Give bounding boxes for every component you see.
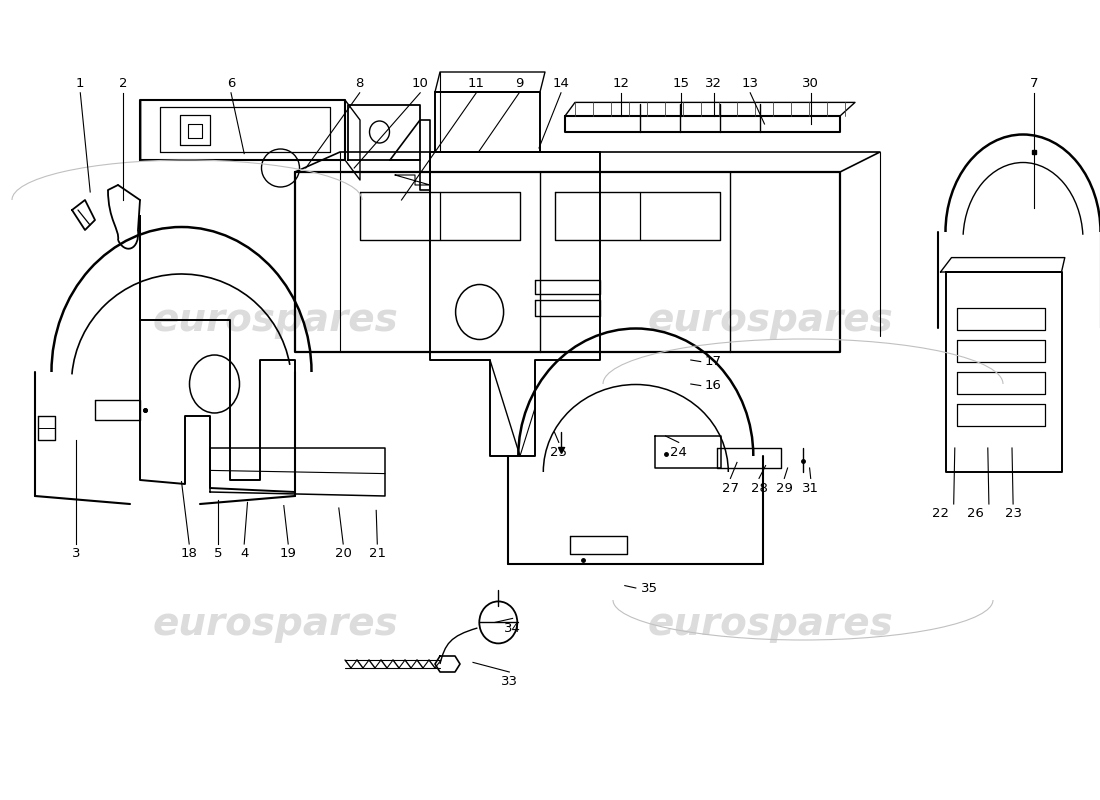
Text: 8: 8 — [355, 77, 364, 90]
Text: 33: 33 — [500, 675, 518, 688]
Text: 15: 15 — [672, 77, 690, 90]
Text: 27: 27 — [722, 482, 739, 494]
Text: eurospares: eurospares — [647, 301, 893, 339]
Text: 14: 14 — [552, 77, 570, 90]
Text: 10: 10 — [411, 77, 429, 90]
Text: 5: 5 — [213, 547, 222, 560]
Text: eurospares: eurospares — [152, 301, 398, 339]
Text: 3: 3 — [72, 547, 80, 560]
Text: 23: 23 — [1004, 507, 1022, 520]
Text: 9: 9 — [515, 77, 524, 90]
Text: 31: 31 — [802, 482, 820, 494]
Text: 18: 18 — [180, 547, 198, 560]
Text: eurospares: eurospares — [647, 605, 893, 643]
Text: 7: 7 — [1030, 77, 1038, 90]
Text: 11: 11 — [468, 77, 485, 90]
Text: 1: 1 — [76, 77, 85, 90]
Text: 35: 35 — [640, 582, 658, 594]
Text: 25: 25 — [550, 446, 568, 458]
Text: eurospares: eurospares — [152, 605, 398, 643]
Text: 28: 28 — [750, 482, 768, 494]
Text: 20: 20 — [334, 547, 352, 560]
Text: 21: 21 — [368, 547, 386, 560]
Text: 2: 2 — [119, 77, 128, 90]
Text: 12: 12 — [613, 77, 630, 90]
Text: 22: 22 — [932, 507, 949, 520]
Text: 30: 30 — [802, 77, 820, 90]
Text: 16: 16 — [704, 379, 722, 392]
Text: 34: 34 — [504, 622, 521, 634]
Text: 13: 13 — [741, 77, 759, 90]
Text: 4: 4 — [240, 547, 249, 560]
Text: 6: 6 — [227, 77, 235, 90]
Text: 29: 29 — [776, 482, 793, 494]
Text: 24: 24 — [670, 446, 688, 458]
Text: 26: 26 — [967, 507, 984, 520]
Text: 17: 17 — [704, 355, 722, 368]
Text: 32: 32 — [705, 77, 723, 90]
Text: 19: 19 — [279, 547, 297, 560]
